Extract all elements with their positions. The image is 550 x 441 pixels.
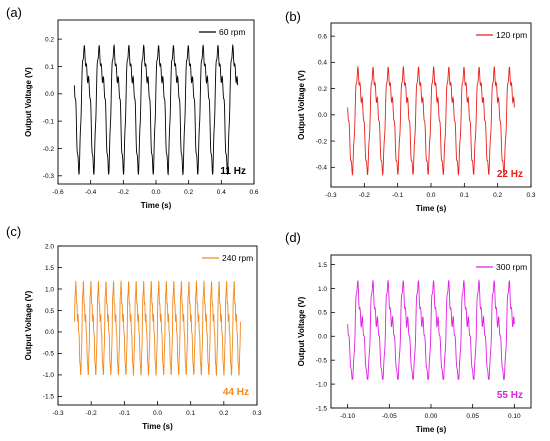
x-tick-label: -0.2 [86,410,98,417]
x-tick-label: 0.2 [493,192,502,199]
y-axis-title: Output Voltage (V) [24,67,33,137]
y-tick-label: 0.5 [45,308,54,315]
x-tick-label: 0.05 [466,413,479,420]
y-tick-label: -1.0 [316,381,328,388]
frequency-annotation: 11 Hz [220,166,246,177]
x-axis-title: Time (s) [416,425,447,434]
y-tick-label: -1.0 [43,372,55,379]
y-tick-label: -1.5 [316,405,328,412]
series-line [74,279,241,377]
legend-label: 240 rpm [222,253,253,263]
y-tick-label: 1.0 [45,286,54,293]
y-tick-label: 0.0 [318,112,327,119]
x-tick-label: 0.2 [184,189,193,196]
legend-label: 120 rpm [496,30,527,40]
x-tick-label: 0.0 [151,189,160,196]
x-tick-label: -0.05 [382,413,397,420]
y-tick-label: -1.5 [43,394,55,401]
x-tick-label: -0.2 [118,189,130,196]
x-tick-label: 0.00 [425,413,438,420]
y-axis-title: Output Voltage (V) [24,290,33,360]
y-tick-label: 0.6 [318,33,327,40]
x-axis-title: Time (s) [141,201,172,210]
y-tick-label: -0.2 [43,146,55,153]
y-tick-label: 1.5 [318,262,327,269]
y-tick-label: 0.2 [318,86,327,93]
y-tick-label: -0.2 [316,138,328,145]
x-tick-label: 0.3 [526,192,535,199]
y-tick-label: -0.5 [316,357,328,364]
frequency-annotation: 44 Hz [223,387,249,398]
y-tick-label: 0.0 [318,334,327,341]
x-tick-label: 0.6 [249,189,258,196]
x-tick-label: -0.6 [52,189,64,196]
legend-label: 60 rpm [219,27,245,37]
y-tick-label: -0.3 [43,173,55,180]
x-tick-label: 0.10 [508,413,521,420]
chart-panel-4: (d) -0.10 -0.05 0.00 0.05 0.10 -1.5 -1.0 -0.5 0.0… [285,230,532,434]
series-line [347,65,515,177]
x-tick-label: -0.2 [359,192,371,199]
x-tick-label: -0.3 [52,410,64,417]
chart-panel-3: (c) -0.3 -0.2 -0.1 0.0 0.1 0.2 0.3 -1.5 -1.0 -0.5 0… [6,224,262,431]
chart-panel-1: (a) -0.6 -0.4 -0.2 0.0 0.2 0.4 0.6 -0.3 -0.2 -0.1 0… [6,5,259,210]
y-axis-title: Output Voltage (V) [297,70,306,140]
y-tick-label: -0.1 [43,118,55,125]
x-tick-label: -0.10 [340,413,355,420]
y-tick-label: -0.5 [43,351,55,358]
y-tick-label: 1.5 [45,265,54,272]
x-tick-label: 0.0 [426,192,435,199]
x-tick-label: -0.3 [325,192,337,199]
x-tick-label: 0.3 [252,410,261,417]
panel-label: (c) [6,224,21,239]
x-axis-title: Time (s) [142,422,173,431]
x-tick-label: 0.0 [153,410,162,417]
frequency-annotation: 22 Hz [497,169,523,180]
series-line [347,279,515,380]
x-tick-label: 0.1 [186,410,195,417]
frequency-annotation: 55 Hz [497,390,523,401]
y-tick-label: 0.4 [318,60,327,67]
panel-label: (b) [285,9,301,24]
x-tick-label: -0.1 [119,410,131,417]
x-tick-label: 0.1 [460,192,469,199]
y-tick-label: 0.2 [45,36,54,43]
series-line [73,43,239,176]
y-tick-label: 0.1 [45,64,54,71]
x-axis-title: Time (s) [416,204,447,213]
x-tick-label: -0.4 [85,189,97,196]
x-tick-label: 0.2 [219,410,228,417]
y-tick-label: 0.0 [45,91,54,98]
y-tick-label: 0.5 [318,310,327,317]
y-tick-label: -0.4 [316,165,328,172]
panel-label: (d) [285,230,301,245]
y-axis-title: Output Voltage (V) [297,296,306,366]
x-tick-label: 0.4 [217,189,226,196]
chart-panel-2: (b) -0.3 -0.2 -0.1 0.0 0.1 0.2 0.3 -0.4 -0.2 0.0 0.… [285,9,536,213]
y-tick-label: 0.0 [45,329,54,336]
y-tick-label: 2.0 [45,243,54,250]
legend-label: 300 rpm [496,262,527,272]
y-tick-label: 1.0 [318,286,327,293]
panel-label: (a) [6,5,22,20]
x-tick-label: -0.1 [392,192,404,199]
